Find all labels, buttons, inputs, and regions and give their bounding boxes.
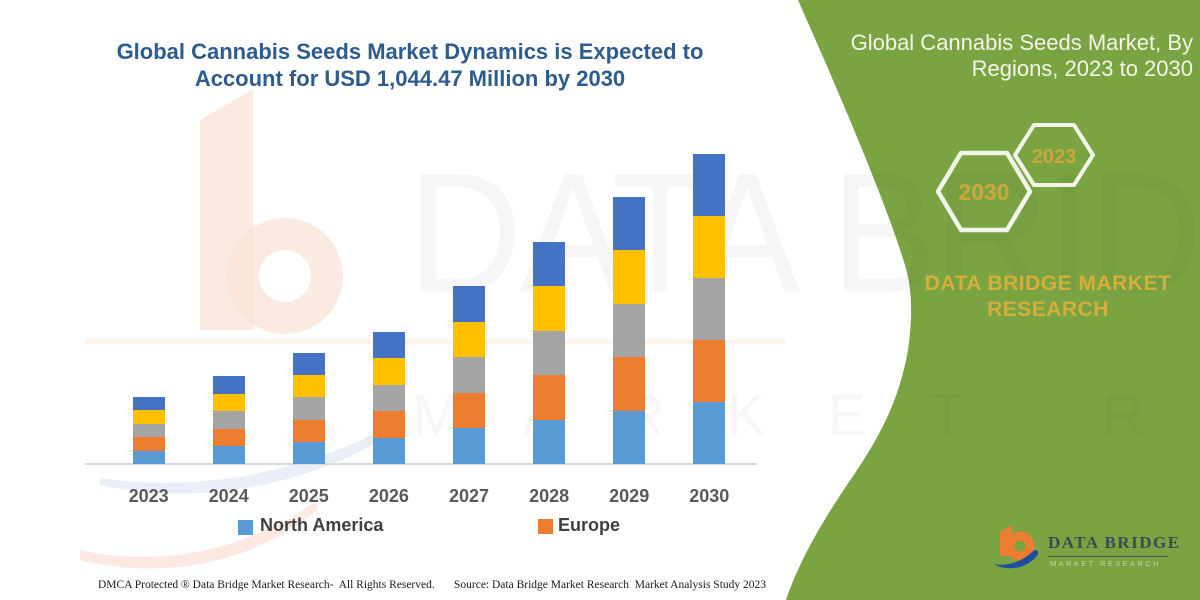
watermark-band bbox=[85, 339, 785, 344]
hexagons: 2030 2023 bbox=[935, 123, 1095, 233]
panel-heading-line1: Global Cannabis Seeds Market, By bbox=[850, 30, 1193, 55]
bar-2023 bbox=[132, 397, 165, 464]
bar-segment-europe bbox=[132, 437, 165, 451]
logo-wordmark: DATA BRIDGE bbox=[1048, 533, 1181, 552]
bar-segment-unlabeled-darkblue bbox=[292, 353, 325, 376]
bar-segment-unlabeled-gray bbox=[533, 330, 566, 376]
watermark-logo bbox=[80, 89, 395, 569]
bar-segment-unlabeled-yellow bbox=[453, 321, 485, 358]
bar-segment-unlabeled-gray bbox=[132, 423, 165, 438]
side-panel-shape bbox=[786, 0, 1200, 600]
bar-segment-north-america bbox=[212, 446, 245, 464]
bar-segment-north-america bbox=[613, 410, 646, 464]
bar-segment-europe bbox=[212, 428, 245, 447]
bar-segment-unlabeled-yellow bbox=[693, 216, 726, 278]
bar-segment-unlabeled-gray bbox=[613, 303, 646, 358]
bar-segment-unlabeled-gray bbox=[372, 384, 405, 412]
bar-segment-unlabeled-yellow bbox=[212, 393, 245, 412]
chart-title: Global Cannabis Seeds Market Dynamics is… bbox=[70, 38, 750, 92]
bar-segment-unlabeled-yellow bbox=[533, 286, 566, 331]
bar-2030 bbox=[693, 154, 726, 464]
watermark-logo-bowl bbox=[227, 218, 343, 334]
brand-wordmark-line1: DATA BRIDGE MARKET bbox=[924, 272, 1172, 295]
hexagon-2030 bbox=[935, 150, 1033, 233]
chart-title-line1: Global Cannabis Seeds Market Dynamics is… bbox=[116, 39, 704, 64]
bar-2029 bbox=[613, 197, 646, 464]
logo-subtext: MARKET RESEARCH bbox=[1050, 559, 1161, 568]
panel-heading: Global Cannabis Seeds Market, By Regions… bbox=[848, 30, 1193, 82]
bar-segment-unlabeled-gray bbox=[212, 411, 245, 429]
bar-2028 bbox=[533, 242, 566, 464]
bar-segment-unlabeled-darkblue bbox=[533, 242, 566, 287]
bar-segment-unlabeled-gray bbox=[453, 357, 485, 393]
logo-d-swoosh bbox=[994, 550, 1039, 569]
bar-segment-europe bbox=[693, 340, 726, 402]
bar-segment-north-america bbox=[132, 450, 165, 464]
bar-segment-north-america bbox=[292, 441, 325, 464]
footer-dmca: DMCA Protected ® Data Bridge Market Rese… bbox=[98, 579, 435, 591]
bar-segment-unlabeled-darkblue bbox=[372, 332, 405, 359]
bar-segment-unlabeled-darkblue bbox=[453, 286, 485, 322]
hexagon-2030-label: 2030 bbox=[958, 179, 1009, 205]
bar-segment-unlabeled-gray bbox=[292, 397, 325, 420]
chart-title-line2: Account for USD 1,044.47 Million by 2030 bbox=[194, 66, 626, 91]
bar-2027 bbox=[453, 286, 485, 464]
bar-segment-unlabeled-yellow bbox=[292, 375, 325, 398]
panel-heading-line2: Regions, 2023 to 2030 bbox=[971, 56, 1193, 81]
bar-segment-europe bbox=[372, 411, 405, 438]
databridge-logo: DATA BRIDGE MARKET RESEARCH bbox=[990, 518, 1200, 578]
bar-segment-north-america bbox=[693, 402, 726, 464]
brand-wordmark: DATA BRIDGE MARKET RESEARCH bbox=[896, 271, 1200, 323]
bar-2026 bbox=[372, 332, 405, 464]
bar-2025 bbox=[292, 353, 325, 464]
hexagon-2023 bbox=[1013, 123, 1095, 187]
bar-segment-north-america bbox=[372, 437, 405, 464]
watermark-logo-swoosh-blue bbox=[100, 425, 395, 494]
brand-wordmark-line2: RESEARCH bbox=[987, 298, 1109, 321]
bar-segment-europe bbox=[453, 392, 485, 429]
bar-2024 bbox=[212, 376, 245, 464]
bar-segment-north-america bbox=[533, 419, 566, 464]
bar-segment-unlabeled-yellow bbox=[372, 358, 405, 385]
bar-chart bbox=[85, 140, 760, 465]
logo-b-bowl bbox=[1005, 531, 1035, 561]
bar-segment-europe bbox=[613, 357, 646, 411]
watermark-logo-swoosh-pink bbox=[80, 503, 318, 569]
hexagon-2023-label: 2023 bbox=[1032, 146, 1077, 168]
logo-rule bbox=[1048, 556, 1168, 557]
x-axis-line bbox=[85, 463, 757, 465]
bar-segment-europe bbox=[533, 375, 566, 420]
bar-segment-unlabeled-gray bbox=[693, 278, 726, 340]
bar-segment-unlabeled-darkblue bbox=[693, 154, 726, 216]
bar-segment-unlabeled-darkblue bbox=[613, 197, 646, 251]
bar-segment-unlabeled-yellow bbox=[613, 250, 646, 304]
bar-segment-north-america bbox=[453, 428, 485, 464]
bar-segment-unlabeled-darkblue bbox=[212, 376, 245, 394]
bar-segment-europe bbox=[292, 419, 325, 442]
footer-source: Source: Data Bridge Market Research Mark… bbox=[454, 579, 767, 591]
bar-segment-unlabeled-darkblue bbox=[132, 397, 165, 411]
bar-segment-unlabeled-yellow bbox=[132, 410, 165, 424]
databridge-logo-icon bbox=[994, 525, 1039, 569]
